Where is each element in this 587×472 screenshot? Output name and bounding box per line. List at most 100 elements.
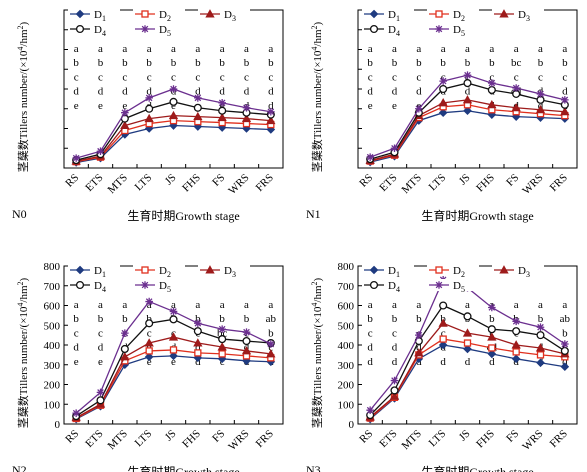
y-axis-title-part: 10 — [18, 306, 30, 318]
marker-D1 — [75, 9, 85, 19]
x-axis-title: 生育时期Growth stage — [127, 208, 239, 223]
marker-D3 — [193, 111, 203, 121]
sig-letter: b — [440, 57, 446, 69]
series-D5 — [72, 297, 275, 417]
sig-letter: b — [244, 313, 250, 325]
legend-label: D4 — [388, 280, 400, 294]
x-tick-label: FRS — [254, 428, 276, 450]
y-tick-label: 300 — [338, 360, 355, 372]
sig-letter: e — [98, 100, 103, 112]
x-tick-label: RS — [63, 428, 81, 446]
x-tick-label: ETS — [83, 172, 105, 194]
panel-label: N0 — [12, 207, 27, 221]
sig-letter: d — [195, 342, 201, 354]
sig-letter: b — [538, 313, 544, 325]
marker-D2 — [145, 347, 153, 355]
y-tick-label: 200 — [338, 380, 355, 392]
x-tick-label: FS — [504, 428, 521, 445]
legend-label: D1 — [388, 9, 400, 23]
legend-label: D3 — [224, 265, 236, 279]
marker-D2 — [488, 344, 496, 352]
x-tick-label: FRS — [548, 428, 570, 450]
sig-letter: b — [122, 313, 128, 325]
sig-letter: a — [368, 299, 373, 311]
sig-letter: e — [368, 100, 373, 112]
marker-D5 — [439, 77, 447, 85]
sig-letter: c — [244, 71, 249, 83]
marker-D4 — [439, 84, 448, 94]
legend-bg — [133, 23, 185, 35]
y-tick-label: 200 — [44, 380, 61, 392]
marker-D3 — [487, 332, 497, 341]
y-axis-title-part: 茎蘖数Tillers number/(× — [16, 62, 30, 173]
sig-letter: d — [268, 86, 274, 98]
y-tick-label: 600 — [338, 301, 355, 313]
sig-letter: d — [244, 86, 250, 98]
sig-letter: c — [122, 71, 127, 83]
y-axis-title: 茎蘖数Tillers number/(×104/hm2) — [310, 21, 324, 172]
marker-D3 — [414, 348, 424, 357]
series-D4 — [72, 315, 275, 421]
marker-D5 — [145, 297, 153, 306]
marker-D4 — [218, 335, 227, 344]
legend-label-text: D — [224, 265, 232, 277]
marker-D3 — [205, 265, 215, 274]
marker-D5 — [96, 147, 105, 156]
sig-letter: c — [368, 327, 373, 339]
y-axis-title-part: 2 — [16, 281, 25, 285]
sig-letter: b — [268, 57, 274, 69]
y-tick-label: 0 — [55, 419, 61, 431]
sig-letter: d — [73, 342, 79, 354]
legend-label-text: D — [159, 9, 167, 21]
marker-D1 — [369, 265, 379, 275]
marker-D4 — [369, 24, 379, 34]
legend-label-text: D — [388, 9, 396, 21]
sig-letter: d — [392, 86, 398, 98]
sig-letter: d — [73, 86, 79, 98]
y-axis-title-part: 茎蘖数Tillers number/(× — [16, 318, 30, 429]
x-tick-label: RS — [357, 172, 375, 190]
sig-letter: a — [514, 43, 519, 55]
legend-label-text: D — [94, 265, 102, 277]
y-tick-label: 700 — [44, 281, 61, 293]
sig-letter: a — [562, 43, 567, 55]
marker-D5 — [488, 79, 496, 87]
legend-label-sub: 1 — [102, 14, 106, 23]
x-tick-label: WRS — [520, 172, 545, 197]
y-axis-title-part: 4 — [16, 47, 25, 51]
sig-letter: a — [465, 43, 470, 55]
sig-letter: b — [73, 313, 79, 325]
marker-D5 — [145, 94, 153, 102]
sig-letter: a — [74, 43, 79, 55]
legend-label-text: D — [388, 280, 396, 292]
legend-label-text: D — [453, 9, 461, 21]
y-axis-title-part: /hm — [18, 29, 30, 47]
marker-D4 — [145, 104, 154, 113]
sig-letter: b — [146, 57, 152, 69]
marker-D4 — [218, 106, 227, 115]
marker-D1 — [536, 358, 545, 368]
y-axis-title-part: 茎蘖数Tillers number/(× — [310, 318, 324, 429]
sig-letter: a — [122, 43, 127, 55]
marker-D3 — [535, 104, 546, 114]
sig-letter: a — [268, 299, 273, 311]
x-tick-label: FRS — [254, 172, 276, 194]
sig-letter: c — [171, 71, 176, 83]
marker-D3 — [168, 332, 179, 341]
legend-label-sub: 1 — [396, 270, 400, 279]
marker-D5 — [141, 281, 149, 289]
sig-letter: e — [74, 100, 79, 112]
sig-letter: b — [195, 57, 201, 69]
marker-D3 — [462, 95, 473, 104]
marker-D4 — [536, 331, 545, 340]
marker-D4 — [96, 396, 105, 405]
legend-label-text: D — [159, 265, 167, 277]
marker-D3 — [193, 338, 203, 347]
sig-letter: d — [392, 342, 398, 354]
legend-label-text: D — [388, 265, 396, 277]
legend-label-sub: 2 — [461, 14, 465, 23]
sig-letter: b — [244, 57, 250, 69]
marker-D3 — [205, 9, 215, 18]
